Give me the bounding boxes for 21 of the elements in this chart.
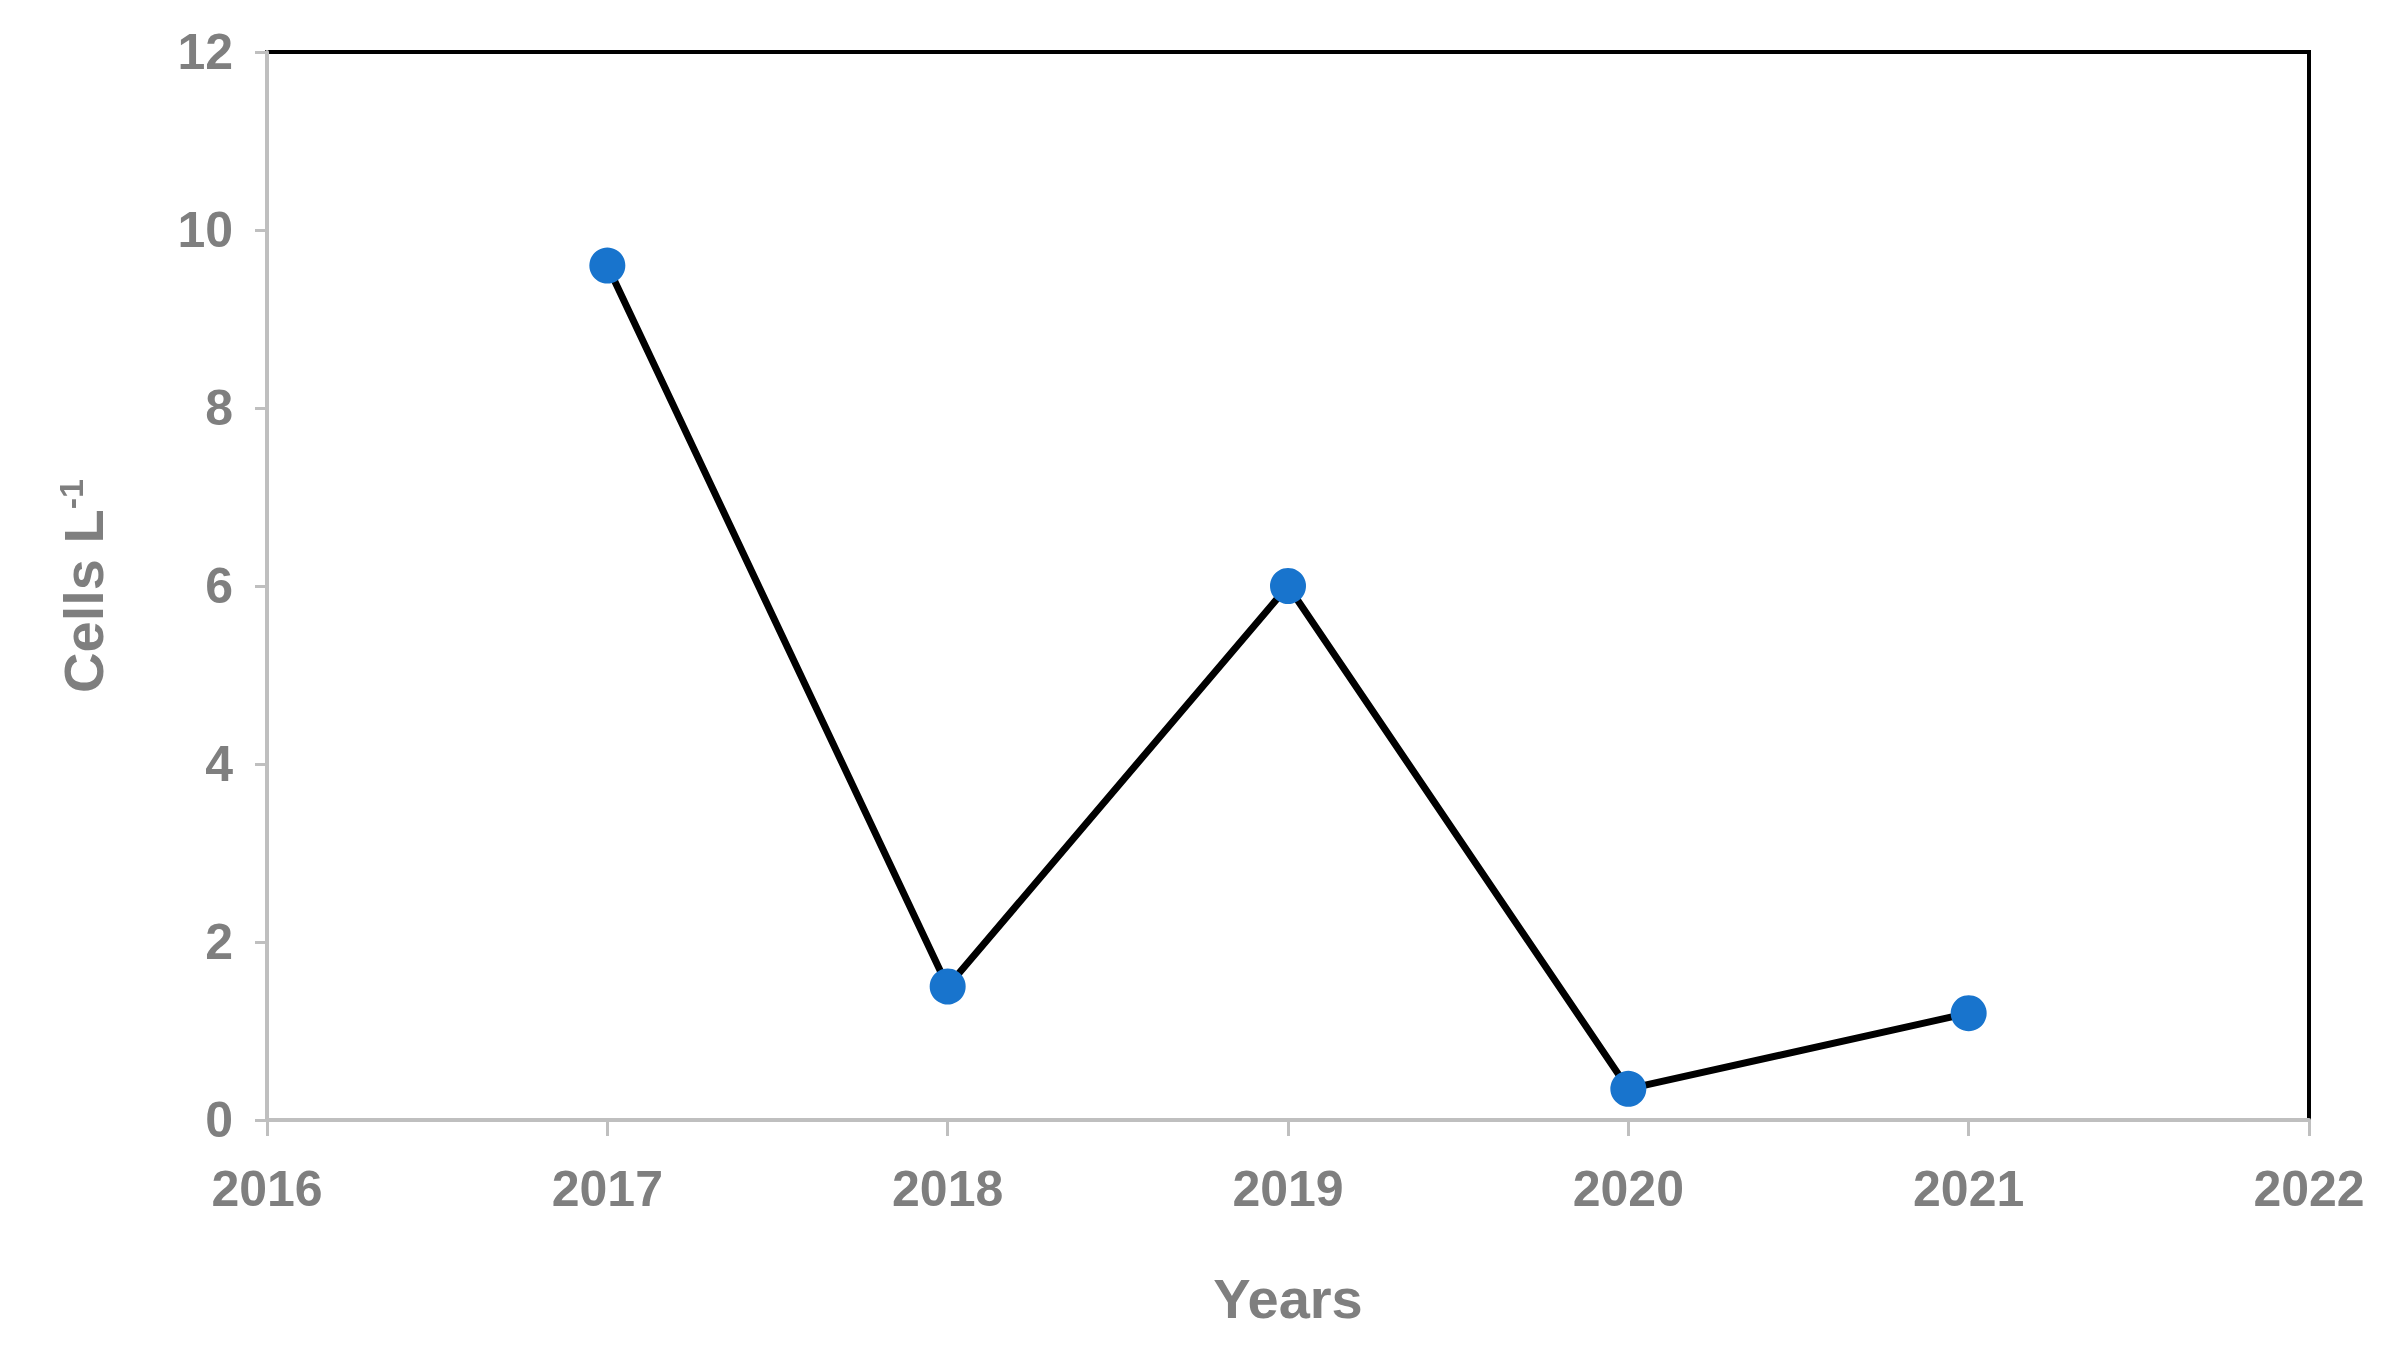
y-tick-label: 8 bbox=[205, 380, 233, 436]
y-tick-label: 2 bbox=[205, 914, 233, 970]
point bbox=[929, 968, 966, 1005]
y-tick-label: 6 bbox=[205, 558, 233, 614]
x-axis-title: Years bbox=[1213, 1266, 1363, 1330]
y-tick-label: 0 bbox=[205, 1092, 233, 1148]
x-tick-label: 2018 bbox=[892, 1161, 1004, 1217]
y-axis-title: Cells L-1 bbox=[51, 479, 115, 693]
y-tick-label: 10 bbox=[177, 202, 233, 258]
y-tick-label: 4 bbox=[205, 736, 234, 792]
x-tick-label: 2021 bbox=[1913, 1161, 2025, 1217]
x-tick-label: 2016 bbox=[211, 1161, 323, 1217]
point bbox=[1270, 568, 1306, 604]
x-tick-label: 2019 bbox=[1232, 1161, 1344, 1217]
point bbox=[589, 247, 626, 284]
x-tick-label: 2020 bbox=[1572, 1161, 1684, 1217]
x-tick-label: 2022 bbox=[2253, 1161, 2365, 1217]
point bbox=[1950, 995, 1987, 1032]
point bbox=[1610, 1070, 1647, 1107]
x-tick-label: 2017 bbox=[551, 1161, 663, 1217]
y-tick-label: 12 bbox=[177, 24, 233, 80]
